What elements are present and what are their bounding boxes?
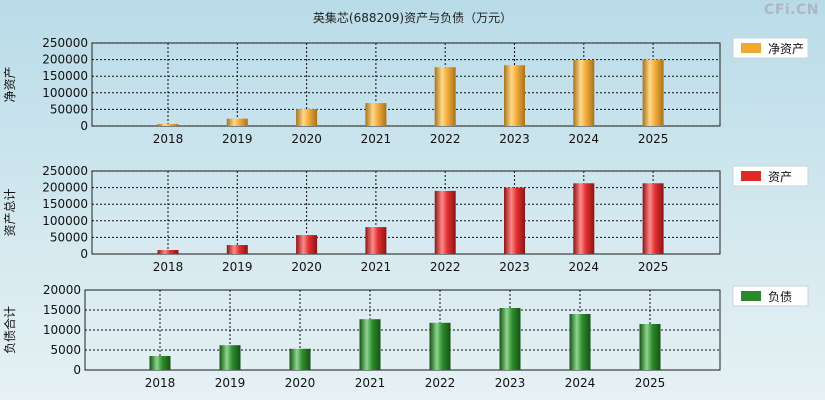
bar	[429, 322, 451, 370]
chart-panel-2: 0 5000 10000 15000 20000 2018 2019 2020 2021 2022…	[2, 283, 809, 390]
y-tick-label: 10000	[43, 323, 81, 337]
bar	[504, 65, 525, 126]
bar	[642, 183, 664, 254]
legend-label: 资产	[768, 170, 792, 184]
y-tick-label: 200000	[42, 53, 88, 67]
y-tick-label: 100000	[42, 86, 88, 100]
legend-swatch	[741, 171, 761, 181]
y-tick-label: 250000	[42, 164, 88, 178]
y-tick-label: 0	[80, 119, 88, 133]
bar	[365, 227, 387, 254]
chart-panel-0: 0 50000 100000 150000 200000 250000 2018 2019 20…	[3, 36, 809, 146]
watermark-logo: CFi.CN	[764, 2, 819, 18]
y-tick-label: 5000	[50, 343, 81, 357]
x-tick-label: 2024	[565, 376, 596, 390]
x-tick-label: 2019	[215, 376, 246, 390]
x-tick-label: 2021	[361, 132, 392, 146]
y-tick-label: 250000	[42, 36, 88, 50]
y-tick-label: 0	[73, 363, 81, 377]
bar	[642, 59, 664, 126]
x-tick-label: 2018	[153, 132, 184, 146]
plot-frame	[91, 42, 721, 127]
x-tick-label: 2022	[430, 260, 461, 274]
bar	[569, 314, 591, 370]
x-tick-label: 2021	[355, 376, 386, 390]
bar	[573, 59, 595, 126]
y-tick-label: 150000	[42, 69, 88, 83]
bar	[296, 235, 318, 254]
legend-swatch	[741, 43, 761, 53]
chart-panel-1: 0 50000 100000 150000 200000 250000 2018 2019 20…	[3, 164, 809, 274]
x-tick-label: 2024	[569, 260, 600, 274]
x-tick-label: 2021	[361, 260, 392, 274]
y-tick-label: 150000	[42, 197, 88, 211]
bar	[504, 187, 525, 254]
y-axis-label: 资产总计	[3, 188, 17, 236]
bar	[226, 118, 248, 126]
bar	[219, 345, 241, 370]
x-tick-label: 2025	[635, 376, 666, 390]
y-axis-label: 负债合计	[2, 306, 17, 354]
bar	[639, 324, 661, 370]
bar	[157, 124, 179, 126]
legend-swatch	[741, 291, 761, 301]
x-tick-label: 2025	[638, 132, 669, 146]
x-tick-label: 2019	[222, 260, 253, 274]
x-tick-label: 2018	[153, 260, 184, 274]
bar	[434, 190, 456, 254]
bar	[157, 250, 179, 254]
y-tick-label: 0	[80, 247, 88, 261]
y-tick-label: 200000	[42, 181, 88, 195]
y-axis-label: 净资产	[3, 66, 17, 102]
x-tick-label: 2018	[145, 376, 176, 390]
bar	[226, 245, 248, 254]
x-tick-label: 2025	[638, 260, 669, 274]
x-tick-label: 2022	[425, 376, 456, 390]
bar	[359, 319, 381, 370]
legend-label: 负债	[768, 290, 792, 304]
x-tick-label: 2019	[222, 132, 253, 146]
bar	[296, 109, 318, 126]
y-tick-label: 15000	[43, 303, 81, 317]
x-tick-label: 2023	[499, 132, 530, 146]
plot-frame	[91, 170, 721, 255]
bar	[434, 67, 456, 126]
bar	[573, 183, 595, 254]
x-tick-label: 2023	[499, 260, 530, 274]
bar	[289, 348, 311, 370]
bar	[149, 356, 171, 370]
chart-title: 英集芯(688209)资产与负债（万元）	[312, 11, 513, 25]
y-tick-label: 50000	[50, 102, 88, 116]
x-tick-label: 2022	[430, 132, 461, 146]
x-tick-label: 2023	[495, 376, 526, 390]
y-tick-label: 100000	[42, 214, 88, 228]
y-tick-label: 20000	[43, 283, 81, 297]
legend-label: 净资产	[768, 42, 804, 56]
x-tick-label: 2020	[291, 260, 322, 274]
bar	[499, 308, 521, 370]
x-tick-label: 2020	[285, 376, 316, 390]
x-tick-label: 2024	[569, 132, 600, 146]
x-tick-label: 2020	[291, 132, 322, 146]
bar	[365, 103, 387, 126]
y-tick-label: 50000	[50, 230, 88, 244]
